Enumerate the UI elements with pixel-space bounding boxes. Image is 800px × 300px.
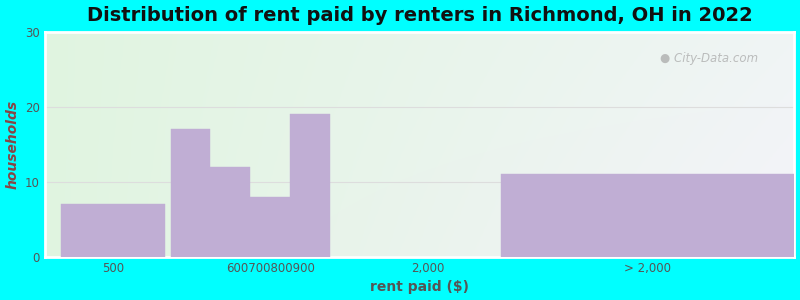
- Bar: [290, 114, 330, 257]
- Y-axis label: households: households: [6, 100, 19, 189]
- Text: ● City-Data.com: ● City-Data.com: [659, 52, 758, 65]
- Bar: [210, 167, 250, 257]
- X-axis label: rent paid ($): rent paid ($): [370, 280, 469, 294]
- Bar: [250, 197, 290, 257]
- Bar: [170, 129, 210, 257]
- Bar: [501, 174, 794, 257]
- Title: Distribution of rent paid by renters in Richmond, OH in 2022: Distribution of rent paid by renters in …: [86, 6, 753, 25]
- Bar: [61, 204, 166, 257]
